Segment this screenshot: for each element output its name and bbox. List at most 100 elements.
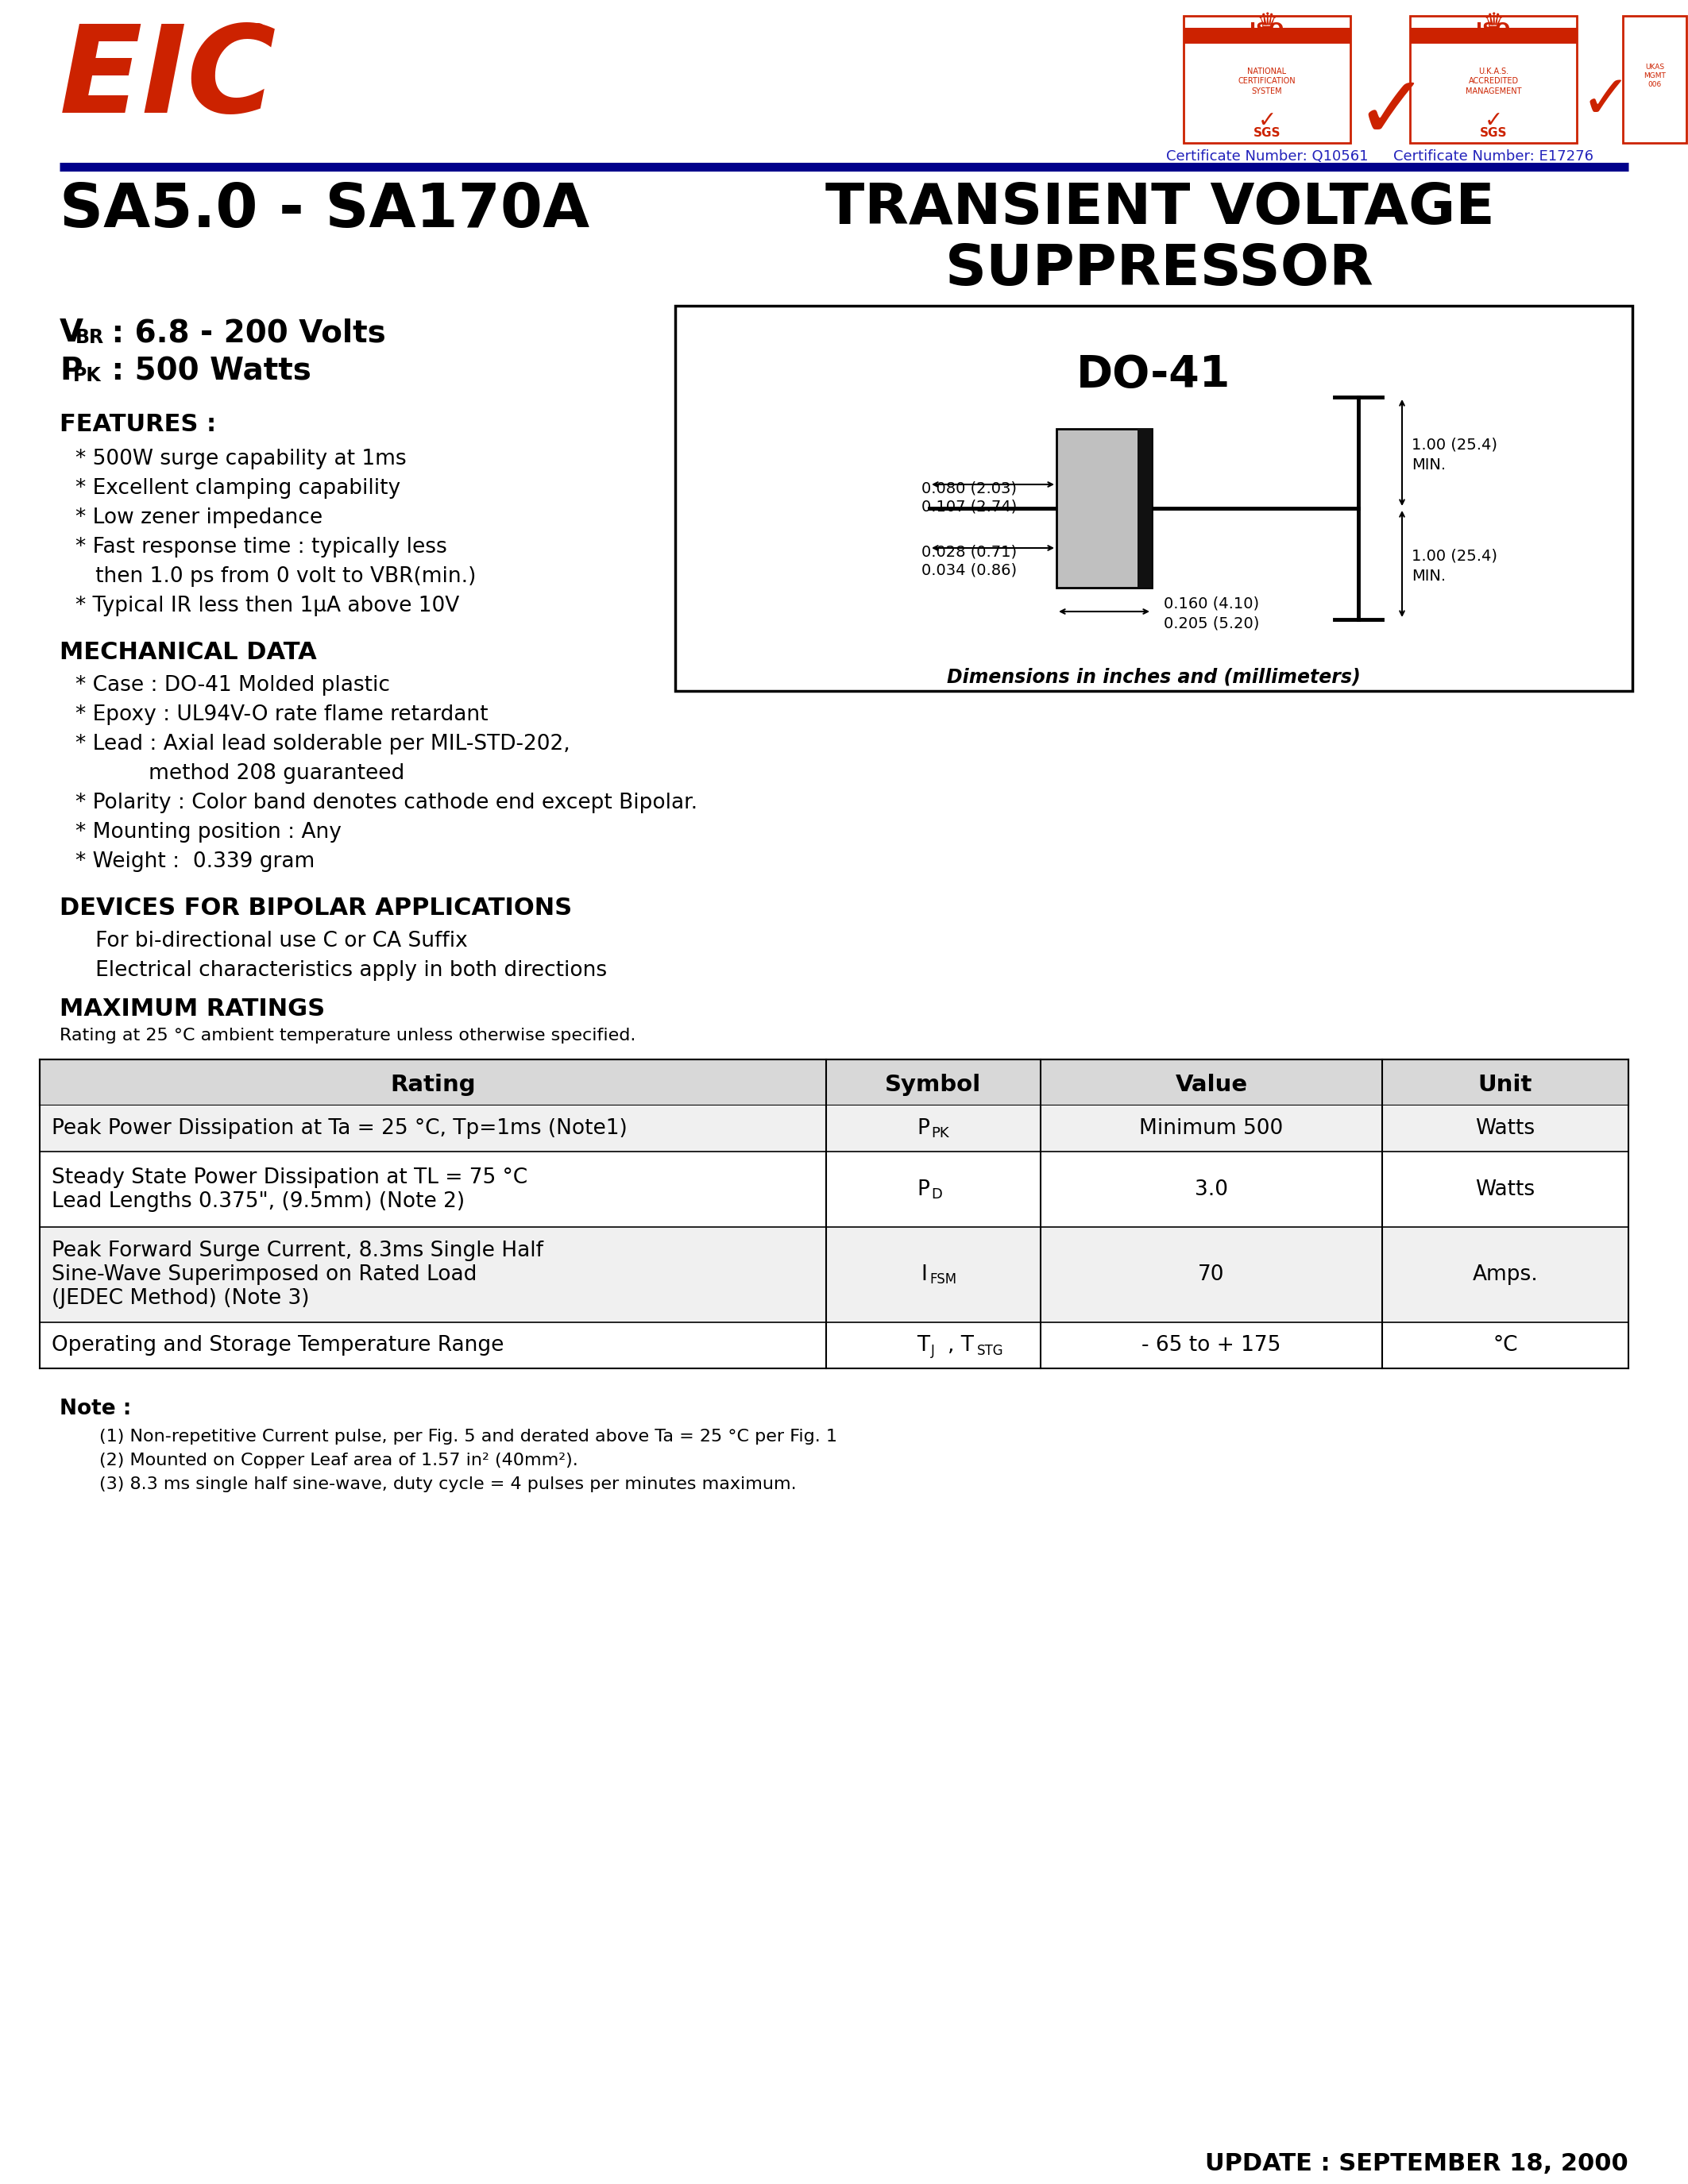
Text: Value: Value — [1175, 1075, 1247, 1096]
Text: P: P — [917, 1179, 930, 1199]
Bar — [1409, 15, 1577, 142]
Text: 14001: 14001 — [1458, 46, 1528, 66]
Text: 1.00 (25.4): 1.00 (25.4) — [1411, 437, 1497, 452]
Text: * Polarity : Color band denotes cathode end except Bipolar.: * Polarity : Color band denotes cathode … — [76, 793, 697, 812]
Text: SUPPRESSOR: SUPPRESSOR — [945, 242, 1374, 297]
Text: FSM: FSM — [930, 1273, 957, 1286]
Text: * Fast response time : typically less: * Fast response time : typically less — [76, 537, 447, 557]
Text: * Epoxy : UL94V-O rate flame retardant: * Epoxy : UL94V-O rate flame retardant — [76, 705, 488, 725]
Text: 3.0: 3.0 — [1195, 1179, 1229, 1199]
Text: (1) Non-repetitive Current pulse, per Fig. 5 and derated above Ta = 25 °C per Fi: (1) Non-repetitive Current pulse, per Fi… — [100, 1428, 837, 1444]
Text: V: V — [59, 317, 83, 347]
Text: TRANSIENT VOLTAGE: TRANSIENT VOLTAGE — [825, 181, 1494, 236]
Text: I: I — [920, 1265, 927, 1284]
Text: Lead Lengths 0.375", (9.5mm) (Note 2): Lead Lengths 0.375", (9.5mm) (Note 2) — [52, 1190, 464, 1212]
Text: SGS: SGS — [1252, 127, 1281, 140]
Text: * Mounting position : Any: * Mounting position : Any — [76, 821, 341, 843]
Text: FEATURES :: FEATURES : — [59, 413, 216, 437]
Text: Rating at 25 °C ambient temperature unless otherwise specified.: Rating at 25 °C ambient temperature unle… — [59, 1029, 636, 1044]
Text: (3) 8.3 ms single half sine-wave, duty cycle = 4 pulses per minutes maximum.: (3) 8.3 ms single half sine-wave, duty c… — [100, 1476, 797, 1492]
Text: NATIONAL
CERTIFICATION
SYSTEM: NATIONAL CERTIFICATION SYSTEM — [1239, 68, 1296, 96]
Text: 0.107 (2.74): 0.107 (2.74) — [922, 500, 1016, 513]
Text: DEVICES FOR BIPOLAR APPLICATIONS: DEVICES FOR BIPOLAR APPLICATIONS — [59, 898, 572, 919]
Bar — [1622, 15, 1686, 142]
Text: Peak Forward Surge Current, 8.3ms Single Half: Peak Forward Surge Current, 8.3ms Single… — [52, 1241, 544, 1260]
Bar — [675, 306, 1632, 690]
Text: D: D — [932, 1186, 942, 1201]
Text: * Low zener impedance: * Low zener impedance — [76, 507, 322, 529]
Text: DO-41: DO-41 — [1077, 354, 1231, 395]
Text: 0.205 (5.20): 0.205 (5.20) — [1163, 616, 1259, 631]
Text: T: T — [917, 1334, 930, 1356]
Text: P: P — [59, 356, 83, 387]
Text: PK: PK — [932, 1127, 949, 1140]
Text: Operating and Storage Temperature Range: Operating and Storage Temperature Range — [52, 1334, 505, 1356]
Text: (2) Mounted on Copper Leaf area of 1.57 in² (40mm²).: (2) Mounted on Copper Leaf area of 1.57 … — [100, 1452, 577, 1468]
Text: 9001: 9001 — [1236, 46, 1298, 68]
Text: method 208 guaranteed: method 208 guaranteed — [76, 762, 405, 784]
Text: : 6.8 - 200 Volts: : 6.8 - 200 Volts — [101, 317, 387, 347]
Text: , T: , T — [947, 1334, 974, 1356]
Text: Dimensions in inches and (millimeters): Dimensions in inches and (millimeters) — [947, 666, 1361, 686]
Text: UKAS
MGMT
006: UKAS MGMT 006 — [1644, 63, 1666, 87]
Text: 0.160 (4.10): 0.160 (4.10) — [1163, 596, 1259, 612]
Bar — [41, 1151, 1629, 1227]
Text: then 1.0 ps from 0 volt to VBR(min.): then 1.0 ps from 0 volt to VBR(min.) — [76, 566, 476, 587]
Text: ✓: ✓ — [1258, 109, 1276, 131]
Text: MECHANICAL DATA: MECHANICAL DATA — [59, 640, 317, 664]
Text: ✓: ✓ — [1484, 109, 1502, 131]
Bar — [41, 1227, 1629, 1321]
Bar — [1057, 428, 1151, 587]
Text: ®: ® — [246, 22, 268, 44]
Text: PK: PK — [73, 367, 101, 384]
Text: (JEDEC Method) (Note 3): (JEDEC Method) (Note 3) — [52, 1289, 309, 1308]
Text: ISO: ISO — [1249, 22, 1285, 37]
Text: Sine-Wave Superimposed on Rated Load: Sine-Wave Superimposed on Rated Load — [52, 1265, 478, 1284]
Text: 0.080 (2.03): 0.080 (2.03) — [922, 480, 1016, 496]
Text: Certificate Number: Q10561: Certificate Number: Q10561 — [1166, 149, 1367, 164]
Text: MIN.: MIN. — [1411, 456, 1447, 472]
Text: * Excellent clamping capability: * Excellent clamping capability — [76, 478, 400, 498]
Text: Amps.: Amps. — [1472, 1265, 1538, 1284]
Text: °C: °C — [1492, 1334, 1518, 1356]
Text: * Weight :  0.339 gram: * Weight : 0.339 gram — [76, 852, 314, 871]
Text: SA5.0 - SA170A: SA5.0 - SA170A — [59, 181, 589, 240]
Text: Symbol: Symbol — [885, 1075, 981, 1096]
Text: Watts: Watts — [1475, 1179, 1534, 1199]
Text: Electrical characteristics apply in both directions: Electrical characteristics apply in both… — [76, 961, 608, 981]
Text: * Typical IR less then 1μA above 10V: * Typical IR less then 1μA above 10V — [76, 596, 459, 616]
Text: 1.00 (25.4): 1.00 (25.4) — [1411, 548, 1497, 563]
Text: Watts: Watts — [1475, 1118, 1534, 1138]
Text: ISO: ISO — [1477, 22, 1511, 37]
Text: Peak Power Dissipation at Ta = 25 °C, Tp=1ms (Note1): Peak Power Dissipation at Ta = 25 °C, Tp… — [52, 1118, 628, 1138]
Text: Certificate Number: E17276: Certificate Number: E17276 — [1393, 149, 1593, 164]
Text: SGS: SGS — [1480, 127, 1507, 140]
Bar — [41, 1321, 1629, 1369]
Bar — [1183, 15, 1350, 142]
Text: ♛: ♛ — [1482, 11, 1504, 35]
Text: STG: STG — [977, 1343, 1004, 1358]
Text: * Lead : Axial lead solderable per MIL-STD-202,: * Lead : Axial lead solderable per MIL-S… — [76, 734, 571, 753]
Text: J: J — [932, 1343, 935, 1358]
Text: Minimum 500: Minimum 500 — [1139, 1118, 1283, 1138]
Text: : 500 Watts: : 500 Watts — [101, 356, 311, 387]
Text: EIC: EIC — [59, 20, 277, 138]
Text: UPDATE : SEPTEMBER 18, 2000: UPDATE : SEPTEMBER 18, 2000 — [1205, 2151, 1629, 2175]
Text: ✓: ✓ — [1354, 72, 1428, 157]
Text: Steady State Power Dissipation at TL = 75 °C: Steady State Power Dissipation at TL = 7… — [52, 1166, 528, 1188]
Text: * Case : DO-41 Molded plastic: * Case : DO-41 Molded plastic — [76, 675, 390, 697]
Text: - 65 to + 175: - 65 to + 175 — [1141, 1334, 1281, 1356]
Bar — [41, 1059, 1629, 1105]
Text: BR: BR — [76, 328, 105, 347]
Text: * 500W surge capability at 1ms: * 500W surge capability at 1ms — [76, 448, 407, 470]
Text: P: P — [917, 1118, 930, 1138]
Text: For bi-directional use C or CA Suffix: For bi-directional use C or CA Suffix — [76, 930, 468, 952]
Text: ♛: ♛ — [1256, 11, 1278, 35]
Text: Unit: Unit — [1479, 1075, 1533, 1096]
Text: ✓: ✓ — [1580, 72, 1632, 131]
Text: U.K.A.S.
ACCREDITED
MANAGEMENT: U.K.A.S. ACCREDITED MANAGEMENT — [1465, 68, 1521, 96]
Text: 0.034 (0.86): 0.034 (0.86) — [922, 563, 1016, 579]
Text: Note :: Note : — [59, 1398, 132, 1420]
Text: 0.028 (0.71): 0.028 (0.71) — [922, 544, 1016, 559]
Text: MIN.: MIN. — [1411, 568, 1447, 583]
